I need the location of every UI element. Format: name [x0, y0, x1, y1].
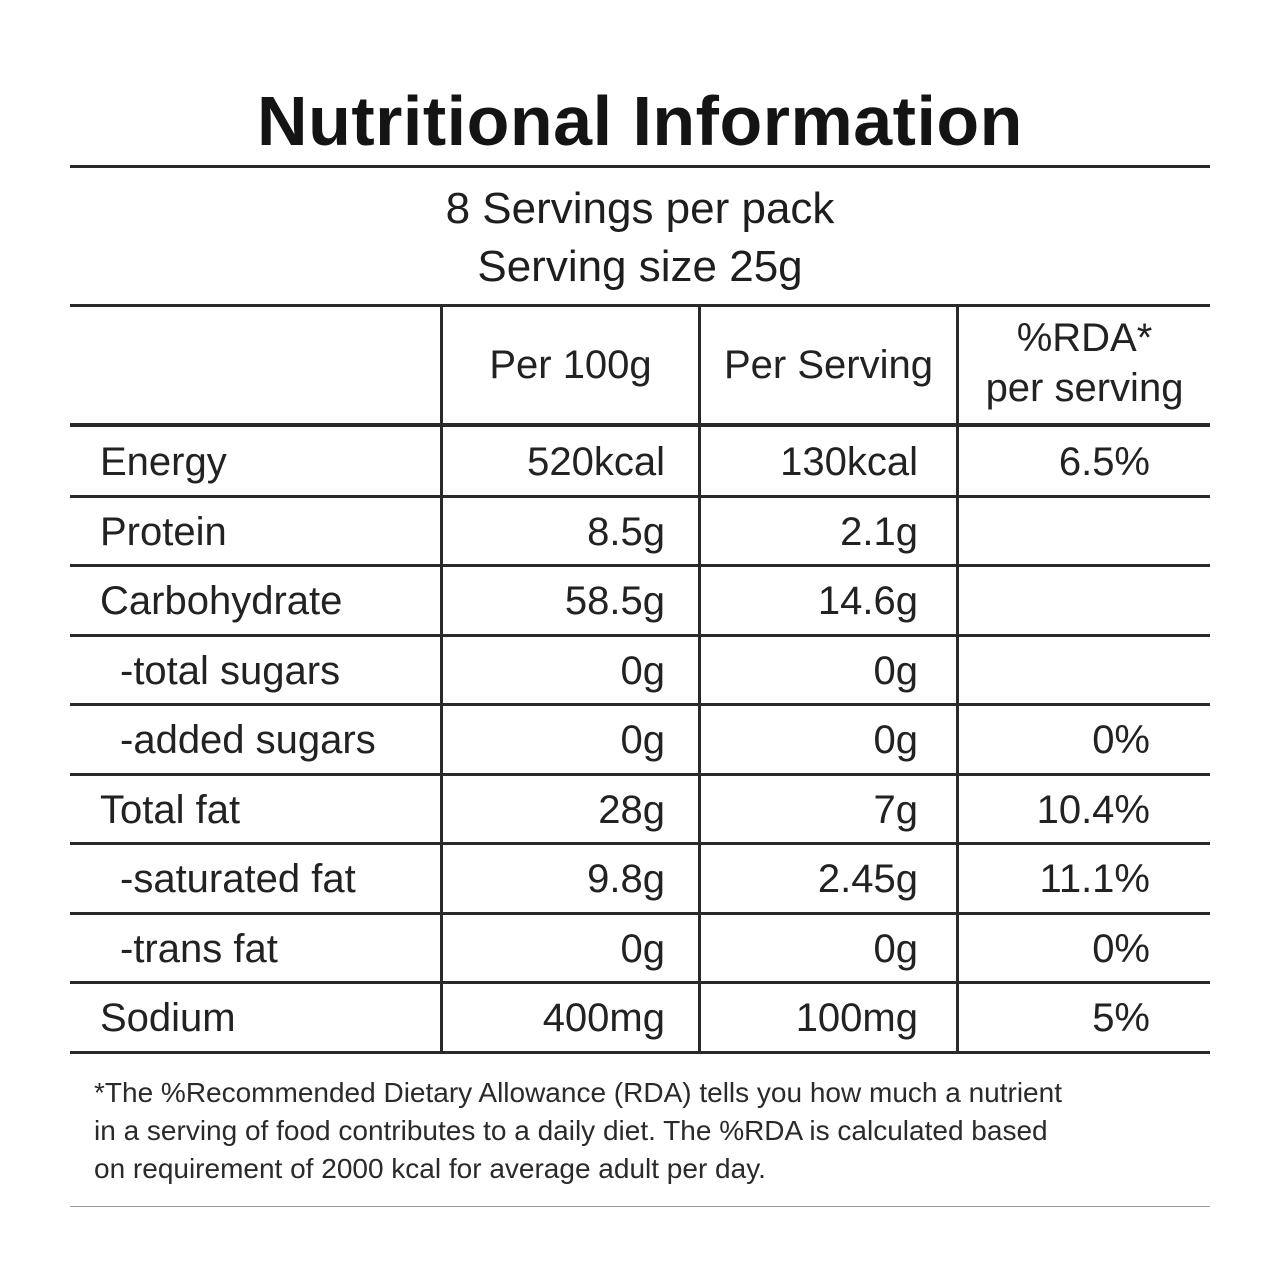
value-per-serving: 2.1g [840, 510, 918, 554]
row-divider [70, 495, 1210, 498]
value-per-100g: 0g [620, 718, 666, 762]
nutrient-name: -saturated fat [120, 857, 356, 901]
row-divider [70, 703, 1210, 706]
value-per-100g: 9.8g [587, 857, 665, 901]
value-per-100g: 0g [620, 649, 666, 693]
serving-size: Serving size 25g [477, 242, 803, 291]
value-rda: 10.4% [1036, 788, 1150, 832]
nutrient-row: Total fat 28g 7g 10.4% [70, 775, 1210, 845]
value-rda: 5% [1092, 996, 1150, 1040]
table-top-border [70, 304, 1210, 307]
value-rda: 0% [1092, 927, 1150, 971]
footnote-line-2: in a serving of food contributes to a da… [94, 1115, 1048, 1146]
value-per-100g: 400mg [542, 996, 665, 1040]
value-rda: 0% [1092, 718, 1150, 762]
value-rda: 11.1% [1039, 857, 1150, 901]
nutrient-row: Carbohydrate 58.5g 14.6g [70, 566, 1210, 636]
footnote-line-1: *The %Recommended Dietary Allowance (RDA… [94, 1077, 1062, 1108]
value-rda: 6.5% [1058, 440, 1150, 484]
value-per-serving: 0g [873, 927, 919, 971]
column-header-rda-line1: %RDA* [1016, 316, 1153, 360]
column-header-per-serving: Per Serving [724, 343, 933, 387]
column-divider-2 [698, 307, 701, 1052]
nutrient-row: Sodium 400mg 100mg 5% [70, 983, 1210, 1053]
column-header-per-100g: Per 100g [489, 343, 652, 387]
nutrient-name: Energy [100, 440, 227, 484]
row-divider [70, 912, 1210, 915]
value-per-serving: 130kcal [780, 440, 918, 484]
value-per-serving: 14.6g [817, 579, 918, 623]
nutrient-name: Protein [100, 510, 227, 554]
nutrient-row: -saturated fat 9.8g 2.45g 11.1% [70, 844, 1210, 914]
nutrient-name: Total fat [100, 788, 241, 832]
nutrient-row: -added sugars 0g 0g 0% [70, 705, 1210, 775]
nutrient-name: -total sugars [120, 649, 341, 693]
value-per-100g: 28g [598, 788, 665, 832]
row-divider [70, 634, 1210, 637]
value-per-serving: 2.45g [817, 857, 918, 901]
nutrient-row: Protein 8.5g 2.1g [70, 497, 1210, 567]
value-per-100g: 520kcal [527, 440, 665, 484]
title-divider [70, 165, 1210, 168]
row-divider [70, 1051, 1210, 1054]
nutrient-row: Energy 520kcal 130kcal 6.5% [70, 427, 1210, 497]
value-per-100g: 58.5g [564, 579, 665, 623]
value-per-serving: 0g [873, 718, 919, 762]
nutrient-name: -added sugars [120, 718, 376, 762]
servings-per-pack: 8 Servings per pack [445, 184, 835, 233]
nutrient-row: -total sugars 0g 0g [70, 636, 1210, 706]
value-per-serving: 0g [873, 649, 919, 693]
value-per-serving: 100mg [795, 996, 918, 1040]
row-divider [70, 773, 1210, 776]
value-per-serving: 7g [873, 788, 919, 832]
nutrient-name: Sodium [100, 996, 236, 1040]
footnote-bottom-divider [70, 1206, 1210, 1207]
value-per-100g: 0g [620, 927, 666, 971]
row-divider [70, 981, 1210, 984]
rda-footnote: *The %Recommended Dietary Allowance (RDA… [94, 1074, 1204, 1188]
nutrient-row: -trans fat 0g 0g 0% [70, 914, 1210, 984]
column-divider-1 [440, 307, 443, 1052]
row-divider [70, 564, 1210, 567]
column-header-rda: %RDA* per serving [959, 313, 1210, 413]
page-title: Nutritional Information [257, 82, 1023, 160]
row-divider [70, 842, 1210, 845]
nutrient-name: -trans fat [120, 927, 278, 971]
footnote-line-3: on requirement of 2000 kcal for average … [94, 1153, 766, 1184]
column-header-rda-line2: per serving [985, 366, 1184, 410]
header-bottom-border [70, 423, 1210, 427]
nutrient-name: Carbohydrate [100, 579, 343, 623]
value-per-100g: 8.5g [587, 510, 665, 554]
column-divider-3 [956, 307, 959, 1052]
